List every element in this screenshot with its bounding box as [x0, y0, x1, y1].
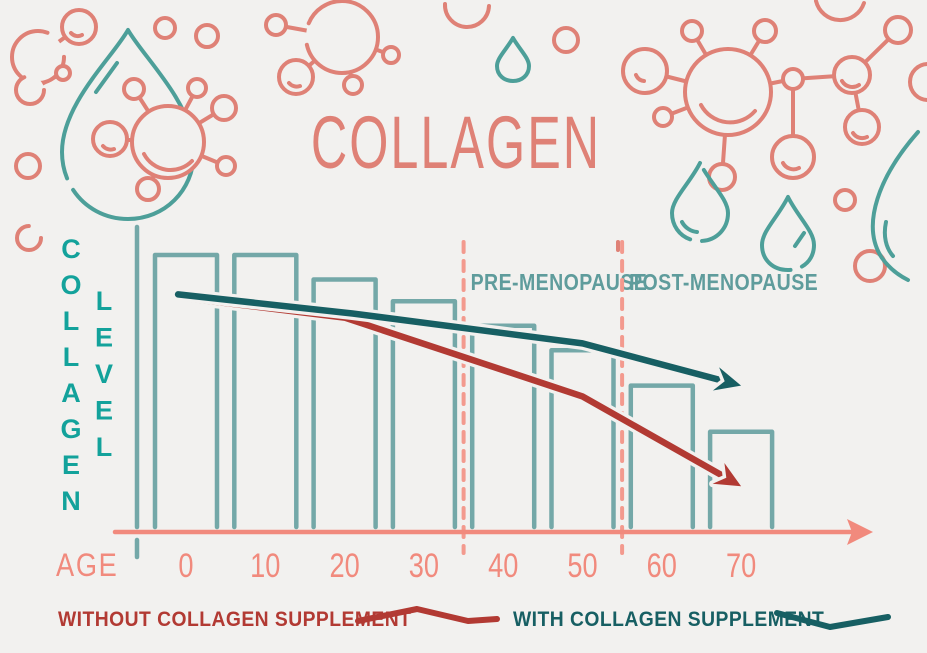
- arc-bubble-icon: [442, 2, 491, 29]
- bar-age-40: [469, 323, 537, 530]
- trend-arrowhead: [712, 367, 742, 391]
- bubble-icon: [908, 62, 927, 102]
- molecule-icon-far-right: [832, 15, 913, 146]
- y-label-letter: C: [61, 234, 81, 264]
- y-label-letter: A: [61, 378, 81, 408]
- x-tick-label: 0: [178, 546, 193, 585]
- molecule-icon-top-middle: [264, 0, 401, 96]
- water-drop-icon-mid-2: [759, 195, 817, 273]
- legend: WITHOUT COLLAGEN SUPPLEMENT WITH COLLAGE…: [58, 606, 891, 631]
- molecule-icon-top-right: [621, 18, 854, 192]
- x-axis-arrow: [847, 519, 873, 545]
- x-tick-label: 70: [726, 546, 756, 585]
- annotation-label: POST-MENOPAUSE: [629, 270, 818, 296]
- bubble-icon: [552, 26, 580, 54]
- page-title-wrap: COLLAGEN: [311, 103, 601, 185]
- y-label-letter: V: [95, 359, 113, 389]
- bar-age-0: [152, 252, 220, 530]
- legend-label-with-supplement: WITH COLLAGEN SUPPLEMENT: [513, 608, 824, 631]
- bubble-icon: [14, 152, 42, 180]
- y-label-letter: E: [95, 323, 113, 353]
- y-label-letter: E: [62, 450, 80, 480]
- y-label-letter: G: [60, 414, 81, 444]
- bubble-icon: [15, 224, 43, 252]
- y-label-letter: L: [96, 432, 113, 462]
- bar-age-50: [549, 347, 616, 530]
- bar-age-10: [232, 252, 299, 530]
- water-drop-icon-small: [494, 36, 532, 84]
- x-tick-label: 50: [567, 546, 597, 585]
- y-label-letter: E: [95, 396, 113, 426]
- legend-label-without-supplement: WITHOUT COLLAGEN SUPPLEMENT: [58, 608, 412, 631]
- trend-line-with-supplement: [174, 291, 733, 386]
- bubble-icon: [853, 249, 887, 283]
- water-drop-icon-large: [59, 28, 197, 222]
- y-label-letter: L: [63, 306, 80, 336]
- bubble-icon: [153, 16, 177, 40]
- y-label-letter: L: [96, 286, 113, 316]
- bar-age-30: [390, 298, 458, 530]
- bar-age-20: [311, 277, 378, 530]
- x-tick-label: 10: [250, 546, 280, 585]
- molecule-icon-top-left: [10, 8, 98, 106]
- legend-line-with-supplement: [774, 610, 891, 630]
- decoration-layer: [10, 0, 927, 283]
- legend-line-without-supplement: [355, 606, 500, 624]
- arc-bubble-icon: [814, 0, 866, 23]
- page-title: COLLAGEN: [311, 103, 601, 185]
- x-tick-label: 20: [329, 546, 359, 585]
- x-axis-title: AGE: [56, 548, 119, 584]
- y-label-letter: L: [63, 342, 80, 372]
- x-tick-label: 30: [409, 546, 439, 585]
- molecule-icon-in-drop: [91, 77, 238, 202]
- annotation-label: PRE-MENOPAUSE: [471, 270, 648, 296]
- bubble-icon: [194, 23, 220, 49]
- x-tick-label: 40: [488, 546, 518, 585]
- water-drop-icon-edge: [870, 130, 920, 282]
- water-drop-icon-mid-1: [669, 161, 731, 244]
- bubble-icon: [833, 188, 857, 212]
- y-label-letter: N: [61, 486, 81, 516]
- bar-age-70: [707, 429, 775, 530]
- y-label-letter: O: [60, 270, 81, 300]
- x-axis-title-wrap: AGE: [56, 548, 119, 584]
- x-tick-label: 60: [647, 546, 677, 585]
- trend-arrowhead: [712, 463, 742, 487]
